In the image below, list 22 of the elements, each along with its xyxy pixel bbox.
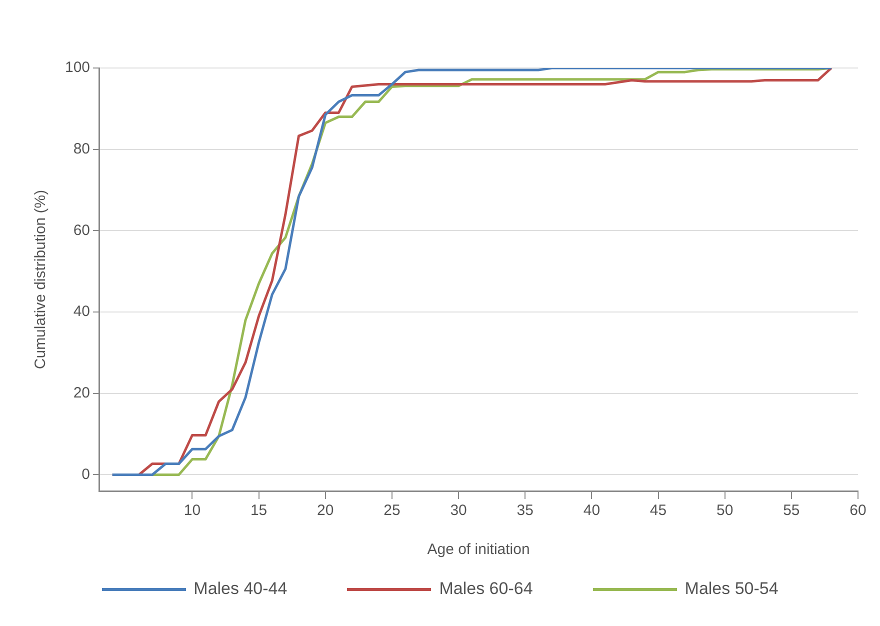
- x-tick-label: 15: [250, 502, 268, 520]
- y-tick-label: 40: [73, 303, 90, 320]
- y-tick-label: 60: [73, 222, 90, 239]
- y-tick-label: 80: [73, 140, 90, 158]
- x-tick-label: 30: [450, 502, 467, 520]
- x-tick-label: 20: [317, 502, 334, 520]
- legend-label: Males 60-64: [439, 579, 533, 599]
- x-tick-label: 35: [516, 502, 534, 520]
- x-tick-label: 40: [583, 502, 600, 520]
- y-axis-title: Cumulative distribution (%): [32, 190, 50, 370]
- y-tick-label: 0: [82, 466, 90, 483]
- x-axis-title: Age of initiation: [427, 541, 530, 558]
- legend-label: Males 50-54: [684, 579, 778, 599]
- y-tick-label: 20: [73, 384, 90, 402]
- x-tick-label: 60: [850, 502, 866, 520]
- y-tick-label: 100: [64, 59, 90, 76]
- x-tick-label: 50: [716, 502, 734, 520]
- x-tick-label: 10: [184, 502, 201, 520]
- x-tick-label: 25: [384, 502, 400, 520]
- legend-label: Males 40-44: [194, 579, 288, 599]
- x-tick-label: 45: [650, 502, 667, 520]
- x-tick-label: 55: [783, 502, 800, 520]
